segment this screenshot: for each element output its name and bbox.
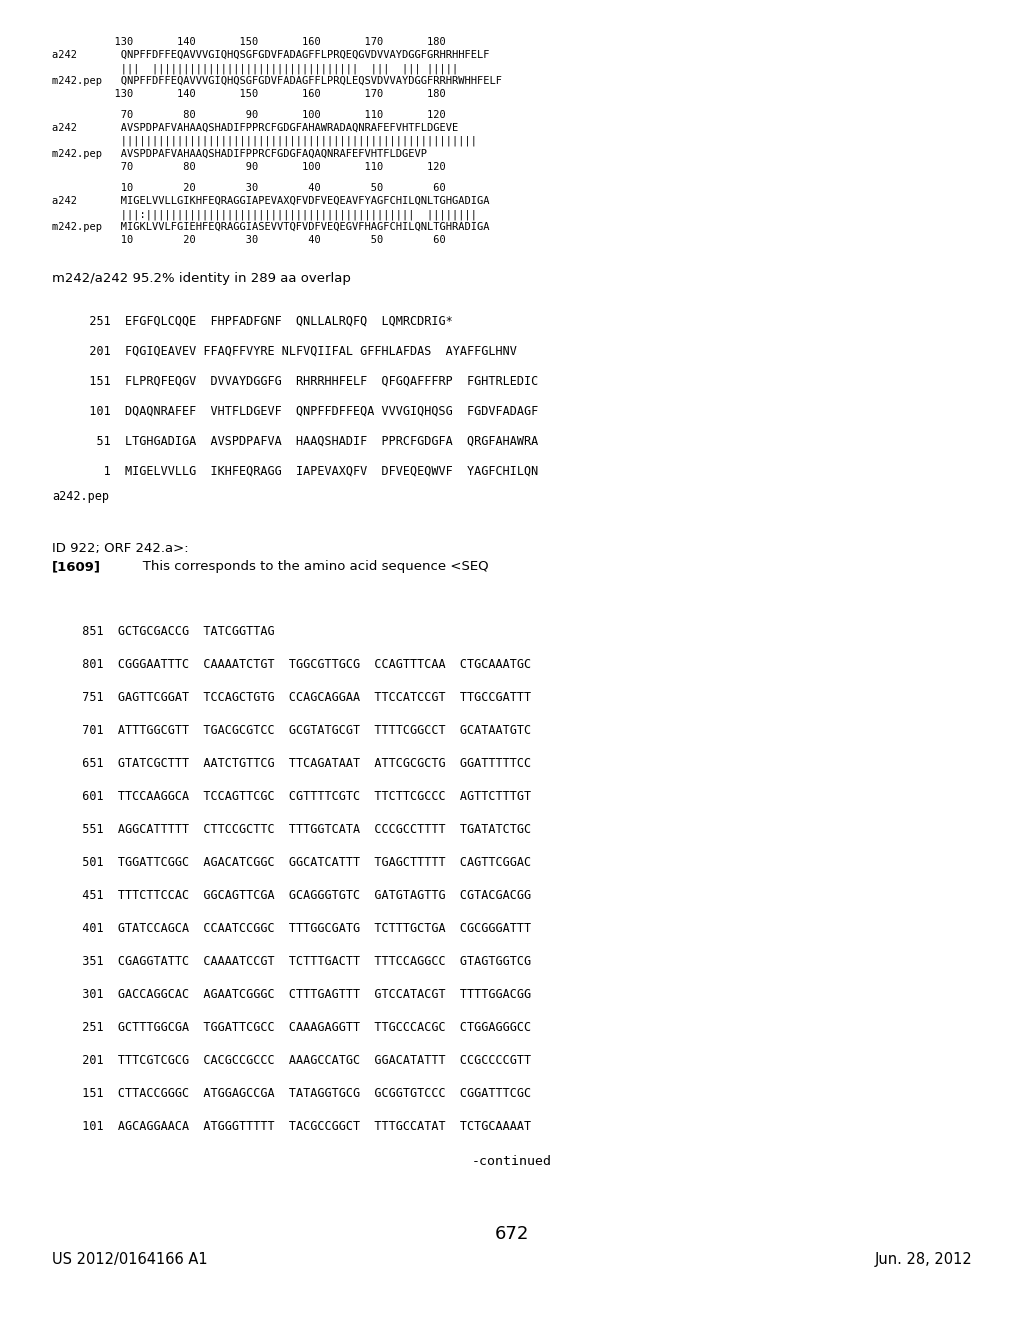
Text: 801  CGGGAATTTC  CAAAATCTGT  TGGCGTTGCG  CCAGTTTCAA  CTGCAAATGC: 801 CGGGAATTTC CAAAATCTGT TGGCGTTGCG CCA… [68,657,531,671]
Text: 10        20        30        40        50        60: 10 20 30 40 50 60 [52,183,445,193]
Text: 301  GACCAGGCAC  AGAATCGGGC  CTTTGAGTTT  GTCCATACGT  TTTTGGACGG: 301 GACCAGGCAC AGAATCGGGC CTTTGAGTTT GTC… [68,987,531,1001]
Text: 401  GTATCCAGCA  CCAATCCGGC  TTTGGCGATG  TCTTTGCTGA  CGCGGGATTT: 401 GTATCCAGCA CCAATCCGGC TTTGGCGATG TCT… [68,921,531,935]
Text: 151  FLPRQFEQGV  DVVAYDGGFG  RHRRHHFELF  QFGQAFFFRP  FGHTRLEDIC: 151 FLPRQFEQGV DVVAYDGGFG RHRRHHFELF QFG… [68,375,539,388]
Text: ID 922; ORF 242.a>:: ID 922; ORF 242.a>: [52,543,188,554]
Text: 751  GAGTTCGGAT  TCCAGCTGTG  CCAGCAGGAA  TTCCATCCGT  TTGCCGATTT: 751 GAGTTCGGAT TCCAGCTGTG CCAGCAGGAA TTC… [68,690,531,704]
Text: 51  LTGHGADIGA  AVSPDPAFVA  HAAQSHADIF  PPRCFGDGFA  QRGFAHAWRA: 51 LTGHGADIGA AVSPDPAFVA HAAQSHADIF PPRC… [68,436,539,447]
Text: 201  FQGIQEAVEV FFAQFFVYRE NLFVQIIFAL GFFHLAFDAS  AYAFFGLHNV: 201 FQGIQEAVEV FFAQFFVYRE NLFVQIIFAL GFF… [68,345,517,358]
Text: a242       MIGELVVLLGIKHFEQRAGGIAPEVAXQFVDFVEQEAVFYAGFCHILQNLTGHGADIGA: a242 MIGELVVLLGIKHFEQRAGGIAPEVAXQFVDFVEQ… [52,195,489,206]
Text: 701  ATTTGGCGTT  TGACGCGTCC  GCGTATGCGT  TTTTCGGCCT  GCATAATGTC: 701 ATTTGGCGTT TGACGCGTCC GCGTATGCGT TTT… [68,723,531,737]
Text: 10        20        30        40        50        60: 10 20 30 40 50 60 [52,235,445,246]
Text: m242.pep   QNPFFDFFEQAVVVGIQHQSGFGDVFADAGFFLPRQLEQSVDVVAYDGGFRRHRWHHFELF: m242.pep QNPFFDFFEQAVVVGIQHQSGFGDVFADAGF… [52,77,502,86]
Text: [1609]: [1609] [52,560,101,573]
Text: 672: 672 [495,1225,529,1243]
Text: 101  AGCAGGAACA  ATGGGTTTTT  TACGCCGGCT  TTTGCCATAT  TCTGCAAAAT: 101 AGCAGGAACA ATGGGTTTTT TACGCCGGCT TTT… [68,1119,531,1133]
Text: |||||||||||||||||||||||||||||||||||||||||||||||||||||||||: ||||||||||||||||||||||||||||||||||||||||… [52,136,477,147]
Text: a242       QNPFFDFFEQAVVVGIQHQSGFGDVFADAGFFLPRQEQGVDVVAYDGGFGRHRHHFELF: a242 QNPFFDFFEQAVVVGIQHQSGFGDVFADAGFFLPR… [52,50,489,59]
Text: 351  CGAGGTATTC  CAAAATCCGT  TCTTTGACTT  TTTCCAGGCC  GTAGTGGTCG: 351 CGAGGTATTC CAAAATCCGT TCTTTGACTT TTT… [68,954,531,968]
Text: 451  TTTCTTCCAC  GGCAGTTCGA  GCAGGGTGTC  GATGTAGTTG  CGTACGACGG: 451 TTTCTTCCAC GGCAGTTCGA GCAGGGTGTC GAT… [68,888,531,902]
Text: 201  TTTCGTCGCG  CACGCCGCCC  AAAGCCATGC  GGACATATTT  CCGCCCCGTT: 201 TTTCGTCGCG CACGCCGCCC AAAGCCATGC GGA… [68,1053,531,1067]
Text: m242/a242 95.2% identity in 289 aa overlap: m242/a242 95.2% identity in 289 aa overl… [52,272,351,285]
Text: |||:|||||||||||||||||||||||||||||||||||||||||||  ||||||||: |||:||||||||||||||||||||||||||||||||||||… [52,209,477,219]
Text: a242       AVSPDPAFVAHAAQSHADIFPPRCFGDGFAHAWRADAQNRAFEFVHTFLDGEVE: a242 AVSPDPAFVAHAAQSHADIFPPRCFGDGFAHAWRA… [52,123,459,133]
Text: 130       140       150       160       170       180: 130 140 150 160 170 180 [52,88,445,99]
Text: This corresponds to the amino acid sequence <SEQ: This corresponds to the amino acid seque… [130,560,488,573]
Text: US 2012/0164166 A1: US 2012/0164166 A1 [52,1251,208,1267]
Text: a242.pep: a242.pep [52,490,109,503]
Text: 851  GCTGCGACCG  TATCGGTTAG: 851 GCTGCGACCG TATCGGTTAG [68,624,274,638]
Text: |||  |||||||||||||||||||||||||||||||||  |||  ||| |||||: ||| ||||||||||||||||||||||||||||||||| ||… [52,63,459,74]
Text: 130       140       150       160       170       180: 130 140 150 160 170 180 [52,37,445,48]
Text: 551  AGGCATTTTT  CTTCCGCTTC  TTTGGTCATA  CCCGCCTTTT  TGATATCTGC: 551 AGGCATTTTT CTTCCGCTTC TTTGGTCATA CCC… [68,822,531,836]
Text: Jun. 28, 2012: Jun. 28, 2012 [874,1251,972,1267]
Text: 70        80        90       100       110       120: 70 80 90 100 110 120 [52,110,445,120]
Text: 251  GCTTTGGCGA  TGGATTCGCC  CAAAGAGGTT  TTGCCCACGC  CTGGAGGGCC: 251 GCTTTGGCGA TGGATTCGCC CAAAGAGGTT TTG… [68,1020,531,1034]
Text: 151  CTTACCGGGC  ATGGAGCCGA  TATAGGTGCG  GCGGTGTCCC  CGGATTTCGC: 151 CTTACCGGGC ATGGAGCCGA TATAGGTGCG GCG… [68,1086,531,1100]
Text: 651  GTATCGCTTT  AATCTGTTCG  TTCAGATAAT  ATTCGCGCTG  GGATTTTTCC: 651 GTATCGCTTT AATCTGTTCG TTCAGATAAT ATT… [68,756,531,770]
Text: m242.pep   AVSPDPAFVAHAAQSHADIFPPRCFGDGFAQAQNRAFEFVHTFLDGEVP: m242.pep AVSPDPAFVAHAAQSHADIFPPRCFGDGFAQ… [52,149,427,158]
Text: 70        80        90       100       110       120: 70 80 90 100 110 120 [52,162,445,172]
Text: 251  EFGFQLCQQE  FHPFADFGNF  QNLLALRQFQ  LQMRCDRIG*: 251 EFGFQLCQQE FHPFADFGNF QNLLALRQFQ LQM… [68,315,453,327]
Text: 101  DQAQNRAFEF  VHTFLDGEVF  QNPFFDFFEQA VVVGIQHQSG  FGDVFADAGF: 101 DQAQNRAFEF VHTFLDGEVF QNPFFDFFEQA VV… [68,405,539,418]
Text: 1  MIGELVVLLG  IKHFEQRAGG  IAPEVAXQFV  DFVEQEQWVF  YAGFCHILQN: 1 MIGELVVLLG IKHFEQRAGG IAPEVAXQFV DFVEQ… [68,465,539,478]
Text: 601  TTCCAAGGCA  TCCAGTTCGC  CGTTTTCGTC  TTCTTCGCCC  AGTTCTTTGT: 601 TTCCAAGGCA TCCAGTTCGC CGTTTTCGTC TTC… [68,789,531,803]
Text: m242.pep   MIGKLVVLFGIEHFEQRAGGIASEVVTQFVDFVEQEGVFHAGFCHILQNLTGHRADIGA: m242.pep MIGKLVVLFGIEHFEQRAGGIASEVVTQFVD… [52,222,489,232]
Text: -continued: -continued [472,1155,552,1168]
Text: 501  TGGATTCGGC  AGACATCGGC  GGCATCATTT  TGAGCTTTTT  CAGTTCGGAC: 501 TGGATTCGGC AGACATCGGC GGCATCATTT TGA… [68,855,531,869]
